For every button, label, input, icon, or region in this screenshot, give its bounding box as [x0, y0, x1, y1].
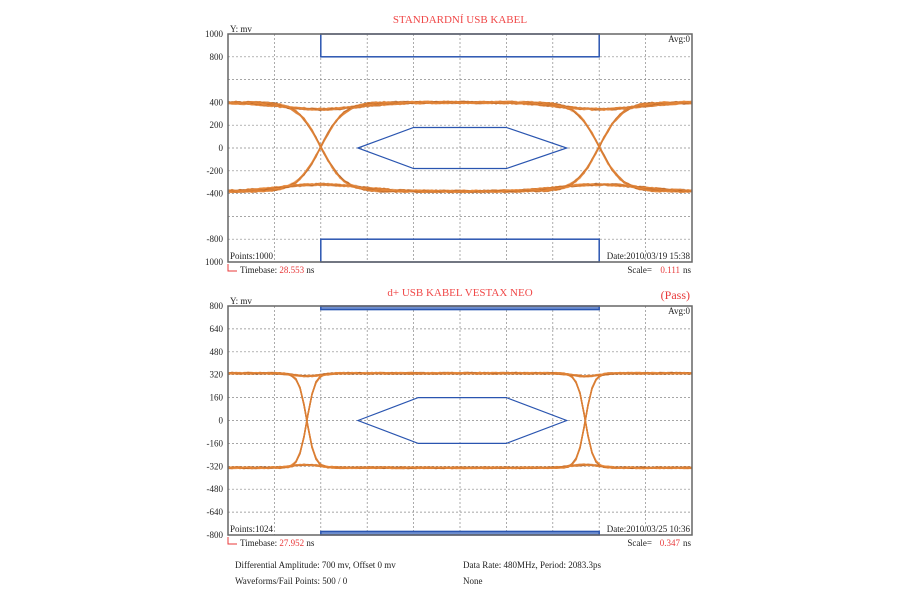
eye-trace — [227, 371, 693, 378]
timebase-label: Timebase: 28.553 ns — [240, 265, 315, 275]
timebase-marker-icon — [227, 264, 237, 272]
avg-label: Avg:0 — [668, 306, 690, 316]
date-label: Date:2010/03/19 15:38 — [607, 251, 691, 261]
y-tick-label: 0 — [219, 143, 224, 153]
y-tick-label: 1000 — [205, 257, 224, 267]
y-tick-label: 800 — [210, 301, 224, 311]
y-tick-label: 480 — [210, 347, 224, 357]
plot-frame — [227, 33, 693, 263]
y-tick-label: -400 — [207, 189, 224, 199]
data-rate: Data Rate: 480MHz, Period: 2083.3ps — [463, 560, 601, 570]
points-label: Points:1024 — [230, 524, 274, 534]
eye-chart-1: STANDARDNÍ USB KABEL Y: mv 1000 800 400 200 0 -… — [205, 14, 693, 275]
waveforms-fail-points: Waveforms/Fail Points: 500 / 0 — [235, 576, 348, 586]
y-tick-label: -800 — [207, 234, 224, 244]
avg-label: Avg:0 — [668, 34, 690, 44]
mask-rectangle — [320, 33, 600, 58]
y-tick-label: -480 — [207, 484, 224, 494]
points-label: Points:1000 — [230, 251, 274, 261]
y-tick-label: 640 — [210, 324, 224, 334]
y-tick-label: -640 — [207, 507, 224, 517]
chart-title: STANDARDNÍ USB KABEL — [393, 14, 527, 26]
y-tick-label: 0 — [219, 416, 224, 426]
mask-hexagon — [356, 397, 569, 444]
eye-trace — [227, 100, 693, 194]
eye-trace — [228, 182, 692, 194]
y-axis-label: Y: mv — [230, 24, 252, 34]
y-tick-label: 160 — [210, 393, 224, 403]
y-axis-label: Y: mv — [230, 296, 252, 306]
eye-trace — [227, 463, 693, 470]
plot-frame — [227, 305, 693, 536]
y-tick-label: -320 — [207, 461, 224, 471]
date-label: Date:2010/03/25 10:36 — [607, 524, 691, 534]
y-tick-label: -160 — [207, 438, 224, 448]
y-tick-label: 200 — [210, 120, 224, 130]
eye-chart-2: d+ USB KABEL VESTAX NEO (Pass) Y: mv 800 640… — [207, 287, 693, 548]
y-tick-label: 1000 — [205, 29, 224, 39]
scale-label: Scale= — [627, 538, 652, 548]
y-tick-label: -800 — [207, 530, 224, 540]
y-tick-label: 800 — [210, 52, 224, 62]
eye-trace — [227, 100, 693, 111]
timebase-label: Timebase: 27.952 ns — [240, 538, 315, 548]
chart-title: d+ USB KABEL VESTAX NEO — [387, 287, 532, 299]
diff-amplitude: Differential Amplitude: 700 mv, Offset 0… — [235, 560, 396, 570]
timebase-marker-icon — [227, 537, 237, 545]
y-tick-label: -200 — [207, 166, 224, 176]
pass-status: (Pass) — [661, 288, 690, 302]
scale-value: 0.347 — [660, 538, 681, 548]
eye-trace — [227, 100, 693, 194]
y-tick-label: 400 — [210, 97, 224, 107]
scale-label: Scale= — [627, 265, 652, 275]
scale-unit: ns — [683, 538, 692, 548]
mask-hexagon — [356, 126, 569, 170]
scale-value: 0.111 — [660, 265, 680, 275]
scale-unit: ns — [683, 265, 692, 275]
y-tick-label: 320 — [210, 370, 224, 380]
none-text: None — [463, 576, 483, 586]
